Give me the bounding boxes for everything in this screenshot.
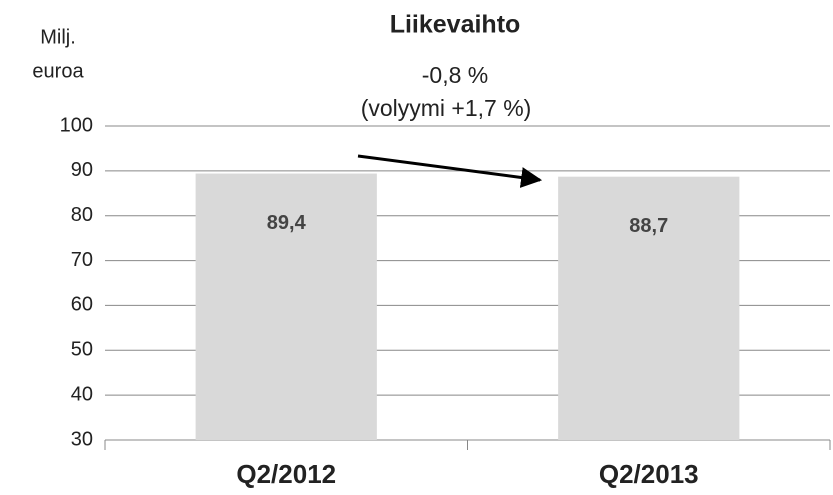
plot-area: 30 40 50 60 70 80 90 100 Q2/2012 89,4 Q2/2013 88,7: [60, 114, 831, 489]
annotation: (volyymi +1,7 %): [361, 95, 532, 121]
bar: [195, 173, 377, 440]
arrow: [357, 154, 543, 188]
annotation: -0,8 %: [422, 62, 488, 88]
y-tick-label: 30: [71, 428, 93, 450]
bar: [558, 176, 740, 440]
data-label: 89,4: [267, 212, 307, 234]
y-tick-label: 80: [71, 204, 93, 226]
chart-title: Liikevaihto: [390, 11, 521, 39]
y-tick-label: 100: [60, 114, 93, 136]
y-axis-label: Milj.: [40, 26, 76, 48]
y-axis-label: euroa: [32, 60, 84, 82]
y-tick-label: 40: [71, 383, 93, 405]
y-tick-label: 90: [71, 159, 93, 181]
y-tick-label: 50: [71, 339, 93, 361]
y-tick-label: 70: [71, 249, 93, 271]
data-label: 88,7: [629, 215, 668, 237]
x-tick-label: Q2/2013: [599, 459, 699, 489]
y-tick-label: 60: [71, 294, 93, 316]
x-tick-label: Q2/2012: [236, 459, 336, 489]
